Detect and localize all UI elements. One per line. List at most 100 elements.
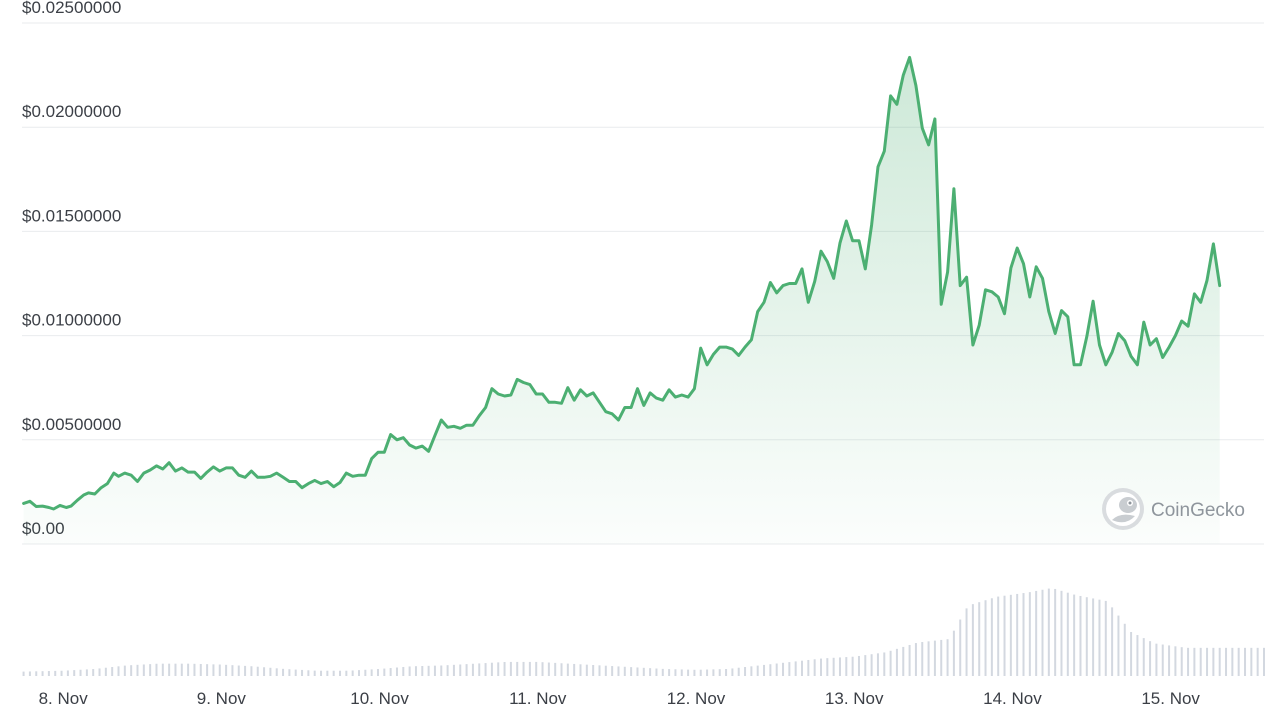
volume-bar [414,666,417,676]
volume-bar [1111,607,1114,676]
volume-bar [92,669,95,676]
volume-bar [98,668,101,676]
volume-bar [471,663,474,676]
volume-bar [395,667,398,676]
volume-bar [1022,593,1025,676]
volume-bar [339,670,342,676]
volume-bar [883,652,886,676]
volume-bar [351,670,354,676]
volume-bar [1168,645,1171,676]
volume-bar [668,669,671,676]
y-tick-label: $0.00500000 [22,415,121,434]
volume-bar [237,665,240,676]
volume-bar [364,669,367,676]
volume-bar [130,665,133,676]
volume-bar [971,604,974,676]
volume-bar [870,654,873,676]
y-tick-label: $0.02000000 [22,102,121,121]
volume-bar [946,639,949,676]
volume-bar [1250,647,1253,676]
volume-bar [1161,644,1164,676]
volume-bar [1009,594,1012,676]
volume-bar [965,608,968,676]
volume-bar [857,655,860,676]
volume-bar [693,669,696,676]
x-tick-label: 11. Nov [509,689,567,708]
volume-bar [440,665,443,676]
volume-bar [1073,594,1076,676]
volume-bar [269,667,272,676]
volume-bar [1123,623,1126,676]
volume-bar [497,662,500,676]
volume-bar [1054,588,1057,676]
volume-bar [218,664,221,676]
volume-bar [782,662,785,676]
volume-bar [864,655,867,676]
volume-bar [655,668,658,676]
volume-bar [22,671,25,676]
volume-bar [522,661,525,676]
volume-bar [1231,647,1234,676]
volume-bar [478,663,481,676]
volume-bar [794,661,797,676]
volume-bar [984,600,987,676]
volume-bar [990,598,993,676]
volume-bar [35,671,38,676]
volume-bar [104,667,107,676]
volume-bar [1263,647,1265,676]
volume-bar [699,669,702,676]
volume-bar [225,664,228,676]
x-tick-label: 13. Nov [825,689,884,708]
volume-bar [161,663,164,676]
volume-bar [459,664,462,676]
volume-bar [566,663,569,676]
volume-bar [484,663,487,676]
volume-bar [1130,632,1133,676]
volume-bar [427,665,430,676]
volume-bar [889,650,892,676]
volume-bar [433,665,436,676]
volume-bar [294,669,297,676]
volume-bar [750,666,753,676]
volume-bar [756,665,759,676]
volume-bar [573,663,576,676]
volume-bar [256,666,259,676]
volume-bar [1187,647,1190,676]
volume-bar [902,646,905,676]
volume-bar [1098,599,1101,676]
volume-bar [187,663,190,676]
volume-bar [1104,600,1107,676]
x-tick-label: 15. Nov [1141,689,1200,708]
x-tick-label: 14. Nov [983,689,1042,708]
volume-bar [712,669,715,676]
y-tick-label: $0.02500000 [22,0,121,17]
volume-bar [1060,590,1063,676]
volume-bar [1047,588,1050,676]
volume-bar [123,665,126,676]
volume-bar [155,663,158,676]
volume-bar [978,602,981,676]
volume-bar [402,666,405,676]
volume-bar [914,643,917,676]
volume-bar [516,661,519,676]
volume-bar [617,666,620,676]
volume-bar [737,667,740,676]
coingecko-watermark: CoinGecko [1102,488,1245,530]
volume-bar [345,670,348,676]
volume-bar [1142,638,1145,676]
volume-bar [199,663,202,676]
volume-bar [54,670,57,676]
volume-bars [22,588,1265,676]
volume-bar [117,666,120,676]
volume-bar [623,666,626,676]
volume-bar [79,669,82,676]
volume-bar [528,661,531,676]
volume-bar [744,667,747,676]
volume-bar [313,670,316,676]
volume-bar [952,630,955,676]
x-axis-labels: 8. Nov 9. Nov 10. Nov 11. Nov 12. Nov 13. Nov… [39,689,1201,708]
volume-bar [1206,647,1209,676]
watermark-text: CoinGecko [1151,500,1245,521]
volume-bar [838,657,841,676]
